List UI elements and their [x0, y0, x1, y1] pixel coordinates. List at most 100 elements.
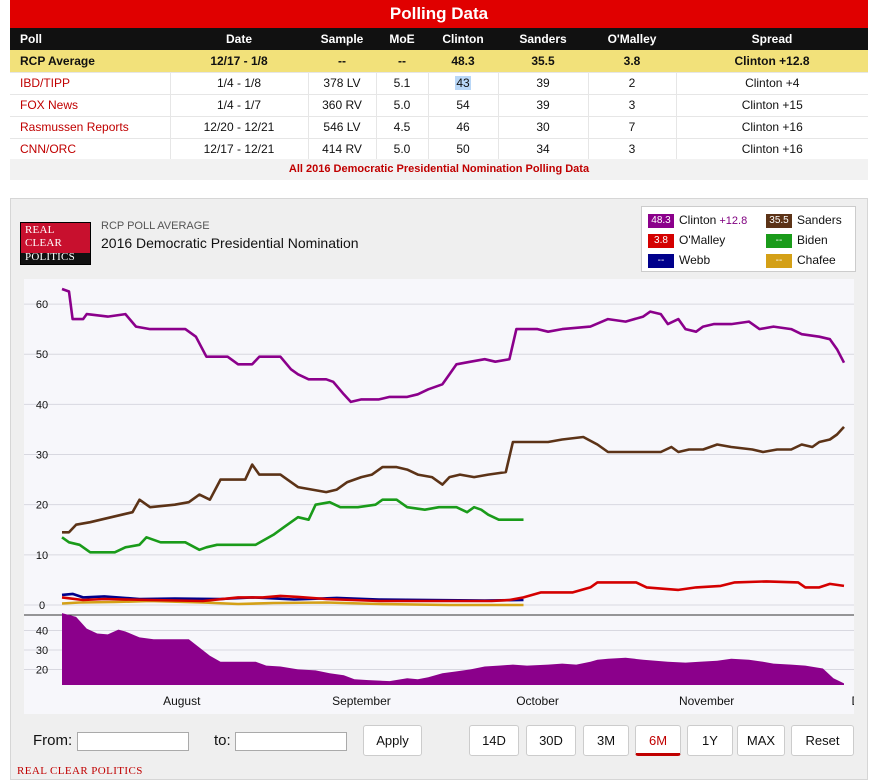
table-header-row: Poll Date Sample MoE Clinton Sanders O'M…	[10, 28, 868, 50]
series-line-chafee	[61, 599, 524, 607]
series-lines	[61, 287, 846, 607]
legend-item-omalley[interactable]: 3.8 O'Malley	[648, 232, 725, 248]
series-line-clinton	[61, 287, 846, 404]
spread-y-tick-label: 30	[36, 645, 48, 657]
legend-badge: --	[766, 253, 792, 268]
poll-clinton: 54	[427, 94, 498, 117]
range-6m-button[interactable]: 6M	[635, 725, 681, 756]
legend-label: Webb	[679, 253, 711, 267]
all-polling-data-link[interactable]: All 2016 Democratic Presidential Nominat…	[10, 159, 868, 180]
legend-label: Chafee	[797, 253, 836, 267]
reset-button[interactable]: Reset	[791, 725, 854, 756]
range-3m-button[interactable]: 3M	[583, 725, 629, 756]
poll-clinton: 50	[427, 138, 498, 161]
avg-sample: --	[308, 50, 376, 73]
line-chart[interactable]: 0 10 20 30 40 50 60 20 30 40 August September Octob…	[24, 279, 854, 714]
poll-date: 1/4 - 1/8	[169, 72, 308, 95]
poll-moe: 5.0	[375, 138, 428, 161]
poll-sanders: 30	[497, 116, 588, 139]
col-header-clinton: Clinton	[428, 28, 498, 50]
y-tick-label: 30	[36, 450, 48, 462]
chart-subtitle: RCP POLL AVERAGE	[101, 220, 210, 232]
poll-spread: Clinton +16	[675, 138, 868, 161]
polling-table: Poll Date Sample MoE Clinton Sanders O'M…	[10, 28, 868, 161]
poll-link[interactable]: FOX News	[10, 94, 170, 117]
legend-item-biden[interactable]: -- Biden	[766, 232, 828, 248]
col-header-sanders: Sanders	[498, 28, 588, 50]
poll-sanders: 39	[497, 94, 588, 117]
legend-badge: --	[648, 253, 674, 268]
avg-moe: --	[376, 50, 428, 73]
poll-moe: 5.1	[375, 72, 428, 95]
to-date-input[interactable]	[235, 732, 347, 751]
y-tick-label: 20	[36, 500, 48, 512]
apply-button[interactable]: Apply	[363, 725, 422, 756]
legend-item-chafee[interactable]: -- Chafee	[766, 252, 836, 268]
x-tick-label: October	[516, 694, 559, 708]
poll-date: 1/4 - 1/7	[169, 94, 308, 117]
x-tick-label: November	[679, 694, 734, 708]
table-row: Rasmussen Reports 12/20 - 12/21 546 LV 4…	[10, 116, 868, 139]
avg-omalley: 3.8	[588, 50, 676, 73]
range-max-button[interactable]: MAX	[737, 725, 785, 756]
poll-link[interactable]: Rasmussen Reports	[10, 116, 170, 139]
y-tick-label: 60	[36, 299, 48, 311]
range-1y-button[interactable]: 1Y	[687, 725, 733, 756]
legend-label: O'Malley	[679, 233, 726, 247]
legend-badge: 35.5	[766, 213, 792, 228]
table-row: FOX News 1/4 - 1/7 360 RV 5.0 54 39 3 Cl…	[10, 94, 868, 117]
rcp-logo: REAL CLEAR POLITICS	[20, 222, 91, 265]
from-date-input[interactable]	[77, 732, 189, 751]
avg-sanders: 35.5	[498, 50, 588, 73]
y-tick-label: 10	[36, 550, 48, 562]
poll-spread: Clinton +15	[675, 94, 868, 117]
poll-omalley: 3	[587, 94, 676, 117]
col-header-spread: Spread	[676, 28, 868, 50]
poll-omalley: 3	[587, 138, 676, 161]
spread-area	[62, 613, 844, 685]
poll-date: 12/17 - 12/21	[169, 138, 308, 161]
spread-y-tick-label: 40	[36, 626, 48, 638]
legend-spread: +12.8	[719, 215, 748, 227]
selected-text: 43	[455, 76, 471, 90]
range-14d-button[interactable]: 14D	[469, 725, 519, 756]
legend-badge: --	[766, 233, 792, 248]
y-tick-labels: 0 10 20 30 40 50 60 20 30 40	[36, 299, 48, 676]
page-title: Polling Data	[10, 0, 868, 28]
y-tick-label: 50	[36, 349, 48, 361]
poll-sample: 360 RV	[307, 94, 376, 117]
y-tick-label: 0	[39, 600, 45, 612]
poll-link[interactable]: CNN/ORC	[10, 138, 170, 161]
legend-item-sanders[interactable]: 35.5 Sanders	[766, 212, 842, 228]
poll-omalley: 2	[587, 72, 676, 95]
col-header-omalley: O'Malley	[588, 28, 676, 50]
logo-line: REAL	[25, 224, 55, 236]
chart-panel: REAL CLEAR POLITICS RCP POLL AVERAGE 201…	[10, 198, 868, 780]
table-row: IBD/TIPP 1/4 - 1/8 378 LV 5.1 43 39 2 Cl…	[10, 72, 868, 95]
legend-item-webb[interactable]: -- Webb	[648, 252, 710, 268]
poll-sanders: 39	[497, 72, 588, 95]
poll-date: 12/20 - 12/21	[169, 116, 308, 139]
chart-title: 2016 Democratic Presidential Nomination	[101, 235, 359, 251]
legend-label: Clinton	[679, 213, 717, 227]
col-header-poll: Poll	[10, 28, 170, 50]
legend-label: Biden	[797, 233, 828, 247]
legend-badge: 48.3	[648, 213, 674, 228]
avg-clinton: 48.3	[428, 50, 498, 73]
x-tick-label: December	[852, 694, 854, 708]
from-label: From:	[33, 732, 73, 749]
range-30d-button[interactable]: 30D	[526, 725, 576, 756]
poll-sanders: 34	[497, 138, 588, 161]
y-tick-label: 40	[36, 399, 48, 411]
x-tick-label: August	[163, 694, 201, 708]
poll-sample: 378 LV	[307, 72, 376, 95]
col-header-date: Date	[170, 28, 308, 50]
col-header-sample: Sample	[308, 28, 376, 50]
col-header-moe: MoE	[376, 28, 428, 50]
poll-link[interactable]: IBD/TIPP	[10, 72, 170, 95]
spread-panel	[62, 613, 844, 685]
poll-sample: 546 LV	[307, 116, 376, 139]
poll-spread: Clinton +16	[675, 116, 868, 139]
legend-item-clinton[interactable]: 48.3 Clinton +12.8	[648, 212, 747, 228]
series-line-omalley	[61, 580, 845, 603]
